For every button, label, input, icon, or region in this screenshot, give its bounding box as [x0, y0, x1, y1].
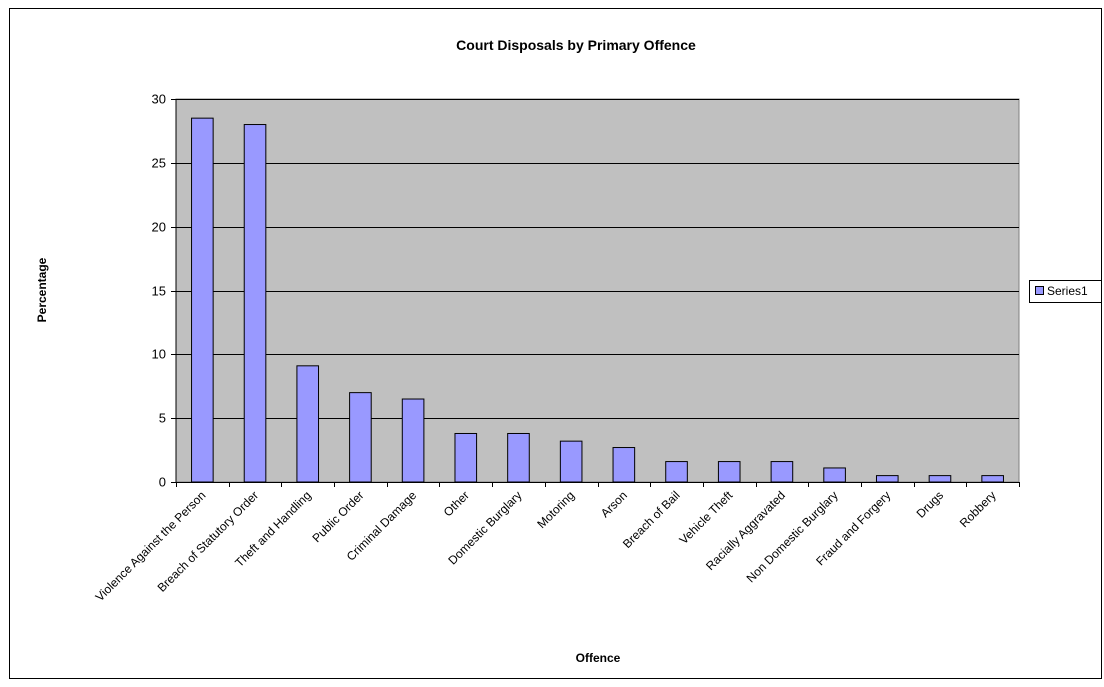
- legend-swatch: [1035, 286, 1044, 295]
- bars: [191, 117, 1004, 483]
- y-tick-label: 5: [159, 411, 166, 426]
- bar: [981, 475, 1004, 483]
- x-axis-label: Offence: [576, 651, 621, 665]
- bar: [401, 398, 425, 483]
- bar: [507, 432, 530, 483]
- y-tick-label: 30: [152, 92, 166, 107]
- bar: [243, 124, 267, 483]
- bar: [612, 447, 636, 483]
- bar: [349, 392, 372, 483]
- bar: [717, 461, 741, 483]
- chart-title: Court Disposals by Primary Offence: [456, 37, 696, 53]
- bar: [191, 117, 214, 483]
- bar: [770, 461, 794, 483]
- legend-label: Series1: [1047, 284, 1088, 298]
- y-tick-label: 25: [152, 156, 166, 171]
- y-tick-label: 15: [152, 284, 166, 299]
- y-axis: 0 5 10 15 20 25 30: [152, 92, 177, 490]
- legend: Series1: [1029, 280, 1102, 303]
- bar: [823, 467, 846, 483]
- bar: [296, 365, 320, 483]
- bar: [559, 440, 583, 483]
- bar: [875, 475, 899, 483]
- bar: [454, 432, 478, 483]
- legend-box: [1029, 280, 1102, 303]
- bar: [665, 461, 688, 483]
- y-tick-label: 20: [152, 220, 166, 235]
- y-axis-label: Percentage: [35, 257, 49, 322]
- y-tick-label: 10: [152, 347, 166, 362]
- y-tick-label: 0: [159, 475, 166, 490]
- bar: [928, 475, 952, 483]
